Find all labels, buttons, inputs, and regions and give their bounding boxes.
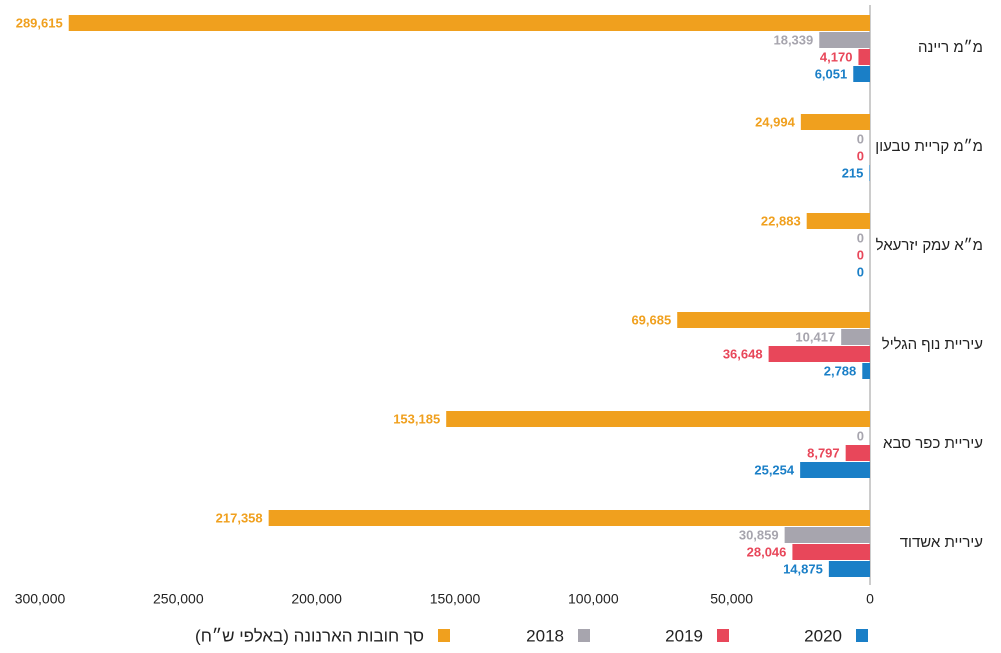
bar <box>841 329 870 345</box>
legend-label: 2019 <box>665 626 703 645</box>
value-label: 0 <box>857 230 864 245</box>
value-label: 10,417 <box>795 329 835 344</box>
category-label: עיריית נוף הגליל <box>882 336 983 353</box>
value-label: 0 <box>857 428 864 443</box>
value-label: 153,185 <box>393 411 440 426</box>
value-label: 217,358 <box>216 510 263 525</box>
value-label: 2,788 <box>824 363 857 378</box>
x-tick-label: 50,000 <box>710 591 753 607</box>
legend-swatch <box>438 629 450 642</box>
bar <box>806 213 870 229</box>
value-label: 0 <box>857 148 864 163</box>
legend-label: 2020 <box>804 626 842 645</box>
bar <box>845 445 870 461</box>
x-tick-label: 200,000 <box>291 591 342 607</box>
legend-label: סך חובות הארנונה (באלפי ש״ח) <box>195 626 424 645</box>
x-tick-label: 0 <box>866 591 874 607</box>
value-label: 8,797 <box>807 445 840 460</box>
value-label: 6,051 <box>815 66 848 81</box>
value-label: 215 <box>842 165 864 180</box>
value-label: 14,875 <box>783 561 823 576</box>
value-label: 0 <box>857 264 864 279</box>
bar <box>819 32 870 48</box>
bar <box>792 544 870 560</box>
value-label: 30,859 <box>739 527 779 542</box>
category-label: עיריית כפר סבא <box>883 435 983 452</box>
legend-swatch <box>856 629 868 642</box>
value-label: 0 <box>857 131 864 146</box>
bar <box>800 462 870 478</box>
bar <box>828 561 870 577</box>
x-tick-label: 300,000 <box>15 591 66 607</box>
x-tick-label: 150,000 <box>430 591 481 607</box>
x-tick-label: 100,000 <box>568 591 619 607</box>
value-label: 0 <box>857 247 864 262</box>
category-label: מ״א עמק יזרעאל <box>876 237 983 254</box>
value-label: 4,170 <box>820 49 853 64</box>
value-label: 24,994 <box>755 114 796 129</box>
bar <box>800 114 870 130</box>
value-label: 36,648 <box>723 346 763 361</box>
bar <box>858 49 870 65</box>
bar <box>853 66 870 82</box>
value-label: 28,046 <box>747 544 787 559</box>
bar <box>446 411 870 427</box>
value-label: 69,685 <box>631 312 671 327</box>
category-label: עיריית אשדוד <box>900 534 983 551</box>
x-tick-label: 250,000 <box>153 591 204 607</box>
legend-swatch <box>717 629 729 642</box>
legend-label: 2018 <box>526 626 564 645</box>
bar <box>862 363 870 379</box>
category-label: מ״מ קריית טבעון <box>875 138 983 155</box>
bar <box>677 312 870 328</box>
value-label: 25,254 <box>754 462 795 477</box>
category-label: מ״מ ריינה <box>918 39 983 56</box>
value-label: 22,883 <box>761 213 801 228</box>
legend-swatch <box>578 629 590 642</box>
bar <box>784 527 870 543</box>
value-label: 18,339 <box>773 32 813 47</box>
bar <box>268 510 871 526</box>
value-label: 289,615 <box>16 15 63 30</box>
bar <box>768 346 870 362</box>
bar <box>68 15 871 31</box>
bar <box>869 165 870 181</box>
